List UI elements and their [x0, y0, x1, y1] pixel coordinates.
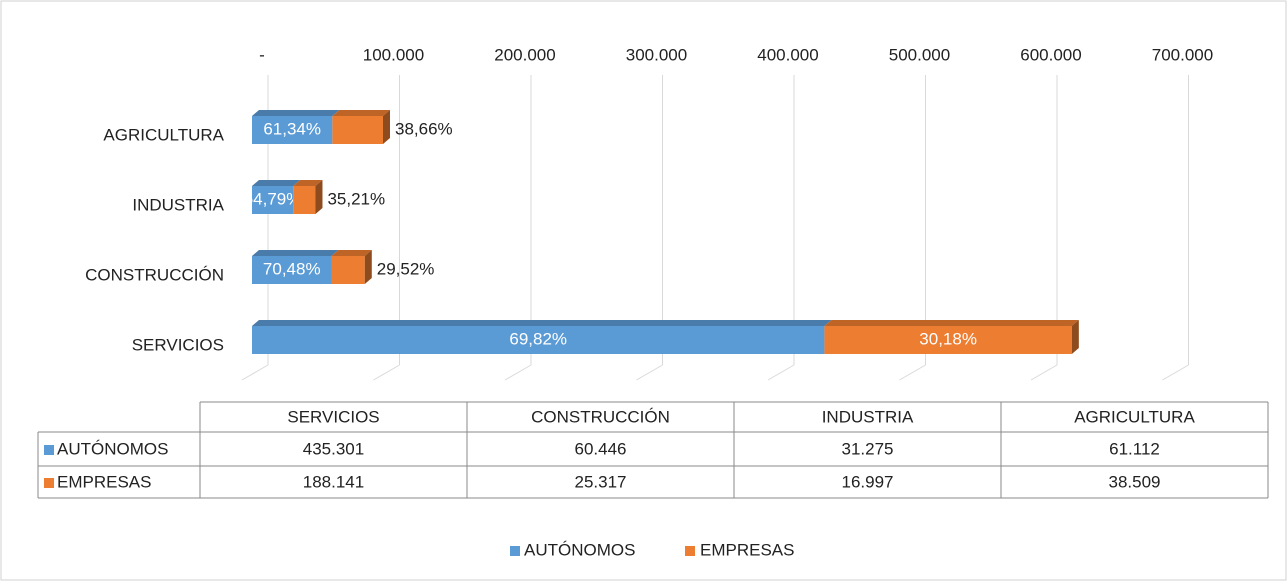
grid-floor [899, 364, 926, 381]
table-cell: 188.141 [303, 472, 364, 491]
bar-depth [252, 110, 340, 116]
table-cell: 60.446 [575, 439, 627, 458]
x-tick-label: 600.000 [1020, 45, 1081, 64]
bar [252, 256, 332, 284]
data-label: 70,48% [263, 259, 321, 278]
grid-floor [504, 364, 532, 381]
table-cell: 31.275 [842, 439, 894, 458]
x-tick-label: 100.000 [363, 45, 424, 64]
data-label: 30,18% [919, 329, 977, 348]
bar [824, 326, 1072, 354]
table-header: INDUSTRIA [822, 407, 914, 426]
data-label: 29,52% [377, 259, 435, 278]
table-cell: 16.997 [842, 472, 894, 491]
table-cell: 61.112 [1109, 439, 1160, 458]
bar-depth [252, 320, 832, 326]
table-header: CONSTRUCCIÓN [531, 407, 670, 426]
bar-depth [383, 110, 391, 144]
table-row-label: AUTÓNOMOS [57, 439, 168, 458]
y-tick-label: AGRICULTURA [103, 125, 224, 144]
table-cell: 38.509 [1109, 472, 1161, 491]
x-tick-label: 200.000 [494, 45, 555, 64]
legend-swatch [44, 445, 54, 455]
y-tick-label: CONSTRUCCIÓN [85, 265, 224, 284]
table-cell: 25.317 [575, 472, 627, 491]
legend-swatch [510, 546, 520, 556]
data-label: 38,66% [395, 119, 453, 138]
grid-floor [1030, 364, 1058, 381]
grid-floor [241, 364, 269, 381]
grid-floor [767, 364, 795, 381]
bar [293, 186, 316, 214]
legend-swatch [44, 478, 54, 488]
bar-depth [293, 180, 323, 186]
table-header: AGRICULTURA [1074, 407, 1195, 426]
bar [332, 116, 384, 144]
data-label: 64,79% [244, 189, 302, 208]
x-tick-label: 300.000 [626, 45, 687, 64]
data-label: 35,21% [327, 189, 385, 208]
bar [252, 326, 825, 354]
table-cell: 435.301 [303, 439, 364, 458]
bar-depth [1071, 320, 1079, 354]
x-tick-label: 400.000 [757, 45, 818, 64]
grid-floor [1162, 364, 1189, 381]
data-label: 61,34% [263, 119, 321, 138]
bar-depth [332, 110, 391, 116]
grid-floor [636, 364, 663, 381]
x-tick-label: 500.000 [889, 45, 950, 64]
y-tick-label: SERVICIOS [132, 335, 224, 354]
x-tick-label: 700.000 [1152, 45, 1213, 64]
bar-depth [824, 320, 1079, 326]
legend-label: AUTÓNOMOS [524, 540, 635, 559]
bar [252, 186, 294, 214]
bar-depth [331, 250, 372, 256]
x-tick-label: - [259, 45, 265, 64]
y-tick-label: INDUSTRIA [132, 195, 224, 214]
bar-depth [252, 250, 339, 256]
bar-depth [364, 250, 372, 284]
legend-label: EMPRESAS [700, 540, 794, 559]
data-label: 69,82% [509, 329, 567, 348]
table-header: SERVICIOS [287, 407, 379, 426]
bar-depth [315, 180, 323, 214]
table-row-label: EMPRESAS [57, 472, 151, 491]
bar [252, 116, 333, 144]
legend-swatch [685, 546, 695, 556]
bar-depth [252, 180, 301, 186]
bar [331, 256, 365, 284]
grid-floor [373, 364, 400, 381]
